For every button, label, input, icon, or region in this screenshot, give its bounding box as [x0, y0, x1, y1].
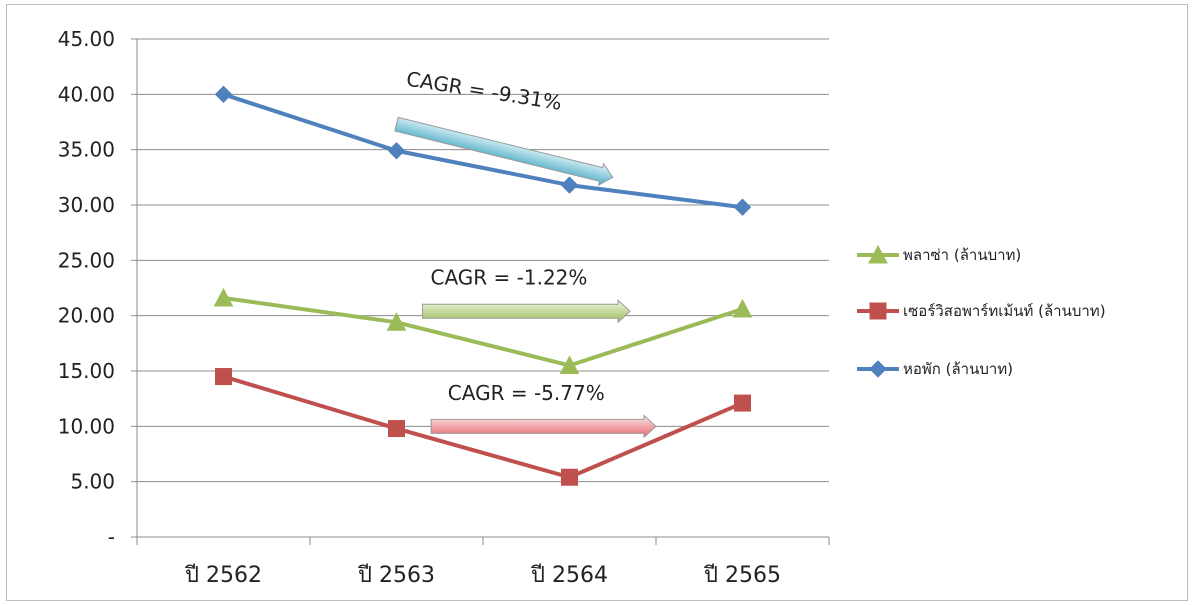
data-point	[733, 198, 752, 216]
data-point	[387, 142, 406, 160]
data-point	[386, 312, 407, 331]
data-point	[559, 355, 580, 374]
data-point	[561, 468, 578, 486]
cagr-arrow-shape	[421, 299, 631, 324]
y-tick-label: 40.00	[58, 82, 115, 106]
cagr-arrow	[394, 116, 614, 187]
line-chart: - 5.00 10.00 15.00 20.00 25.00 30.00 35.00 40.00…	[58, 27, 1106, 588]
data-point	[868, 244, 888, 264]
y-tick-label: 45.00	[58, 27, 115, 51]
gridlines	[137, 38, 829, 483]
cagr-label: CAGR = -9.31%	[405, 67, 564, 115]
legend-label: หอพัก (ล้านบาท)	[903, 360, 1013, 378]
x-tick-label: ปี 2563	[357, 563, 435, 588]
data-point	[560, 176, 579, 194]
series-2	[214, 85, 752, 216]
series-1	[215, 368, 751, 486]
data-point	[869, 302, 887, 320]
legend-entry: พลาซ่า (ล้านบาท)	[857, 244, 1021, 264]
x-tick-label: ปี 2562	[184, 563, 262, 588]
y-tick-label: 35.00	[58, 138, 115, 162]
y-tick-label: 30.00	[58, 193, 115, 217]
y-tick-label: 10.00	[58, 414, 115, 438]
data-point	[732, 298, 753, 318]
cagr-label: CAGR = -5.77%	[448, 381, 605, 405]
y-tick-label: 5.00	[70, 470, 115, 494]
legend: พลาซ่า (ล้านบาท) เซอร์วิสอพาร์ทเม้นท์ (ล้…	[857, 244, 1106, 378]
data-point	[213, 287, 234, 307]
y-tick-label: -	[108, 525, 115, 549]
y-tick-label: 20.00	[58, 304, 115, 328]
series-0	[213, 287, 753, 374]
cagr-arrow-shape	[430, 414, 657, 439]
cagr-label: CAGR = -1.22%	[430, 266, 587, 290]
legend-entry: หอพัก (ล้านบาท)	[857, 360, 1013, 378]
series-line	[222, 374, 744, 480]
data-point	[214, 85, 233, 104]
cagr-arrow-shape	[394, 116, 614, 187]
legend-entry: เซอร์วิสอพาร์ทเม้นท์ (ล้านบาท)	[857, 302, 1106, 320]
cagr-arrow	[430, 414, 657, 439]
data-point	[734, 394, 751, 412]
series-line	[223, 295, 744, 368]
cagr-annotations: CAGR = -9.31% CAGR = -1.22% CAGR = -5.77%	[394, 67, 657, 439]
y-tick-label: 25.00	[58, 248, 115, 272]
x-tick-label: ปี 2564	[530, 563, 608, 588]
legend-label: พลาซ่า (ล้านบาท)	[903, 246, 1021, 264]
data-point	[215, 368, 232, 386]
cagr-arrow	[421, 299, 631, 324]
axes: - 5.00 10.00 15.00 20.00 25.00 30.00 35.00 40.00…	[58, 27, 830, 588]
series-line	[222, 92, 743, 210]
chart-frame: - 5.00 10.00 15.00 20.00 25.00 30.00 35.00 40.00…	[6, 4, 1188, 601]
y-tick-label: 15.00	[58, 359, 115, 383]
x-tick-label: ปี 2565	[703, 563, 781, 588]
legend-label: เซอร์วิสอพาร์ทเม้นท์ (ล้านบาท)	[903, 302, 1106, 320]
data-point	[869, 360, 887, 378]
series	[213, 85, 753, 486]
data-point	[388, 420, 405, 438]
